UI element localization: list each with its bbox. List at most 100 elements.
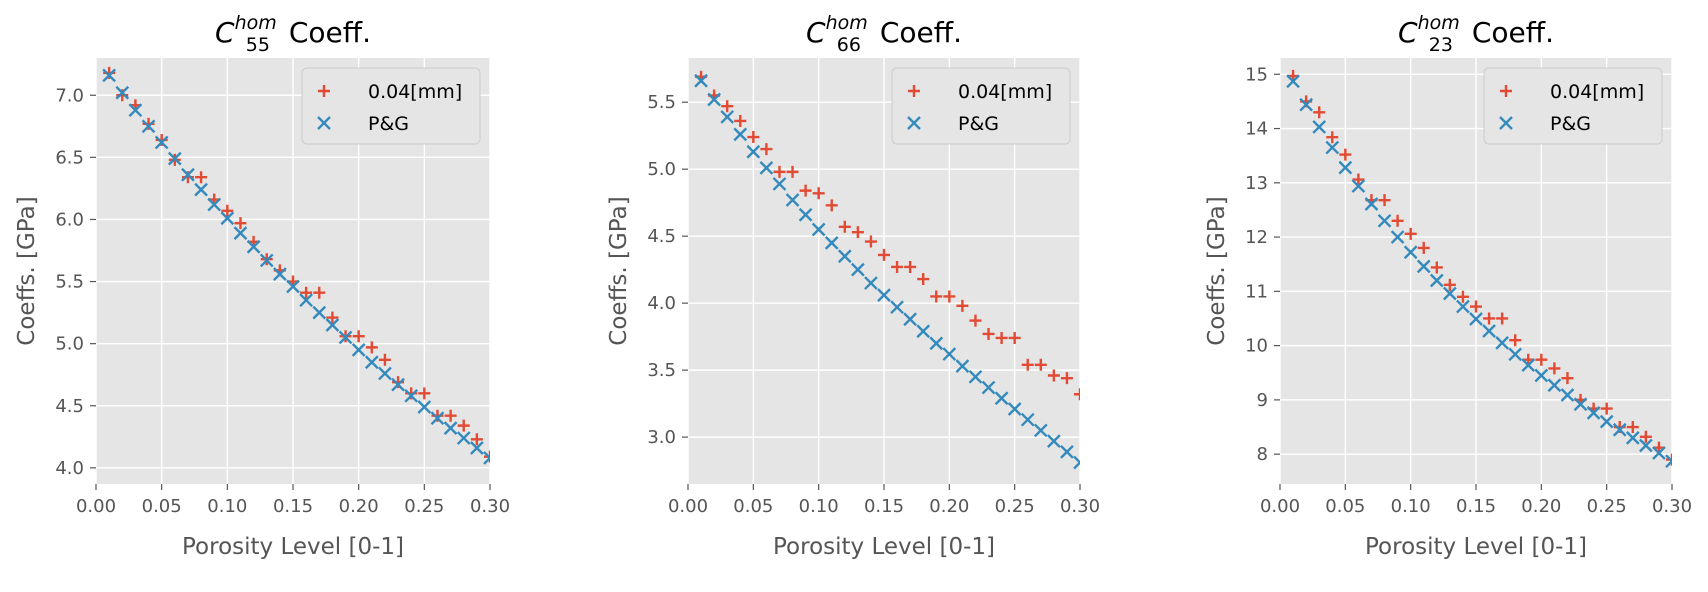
y-tick-label: 9	[1257, 390, 1268, 411]
data-point-pg	[338, 330, 353, 345]
data-point-pg	[430, 411, 445, 426]
data-point-pg	[864, 276, 878, 290]
x-tick-label: 0.30	[1652, 496, 1692, 517]
chart-panel-1: 0.00 0.05 0.10 0.15 0.20 0.25 0.30 3.0 3.5 4.0 4.5…	[606, 12, 1100, 560]
x-tick-label: 0.10	[1391, 496, 1431, 517]
data-point-pg	[1443, 286, 1457, 301]
x-axis-label: Porosity Level [0-1]	[773, 534, 995, 560]
data-point-fem	[1008, 331, 1021, 344]
data-point-pg	[1534, 368, 1549, 383]
y-tick-label: 7.0	[55, 85, 84, 106]
data-point-pg	[364, 355, 379, 370]
legend-marker-plus	[318, 85, 330, 97]
data-point-fem	[326, 311, 339, 324]
x-tick-label: 0.25	[404, 496, 444, 517]
data-point-pg	[391, 377, 405, 392]
data-point-pg	[824, 236, 839, 250]
y-tick-label: 6.5	[55, 147, 84, 168]
legend-label: P&G	[958, 113, 999, 135]
data-point-fem	[1639, 430, 1652, 443]
data-point-pg	[1547, 378, 1562, 393]
title-suffix: Coeff.	[1463, 16, 1554, 49]
data-point-pg	[1060, 445, 1074, 459]
x-tick-label: 0.00	[668, 496, 708, 517]
x-tick-label: 0.15	[864, 496, 904, 517]
data-point-fem	[1456, 290, 1469, 303]
data-point-pg	[1351, 179, 1366, 193]
data-point-pg	[1573, 397, 1588, 412]
data-point-pg	[1364, 197, 1379, 211]
data-point-pg	[1007, 402, 1022, 416]
data-point-fem	[799, 184, 812, 197]
data-point-fem	[721, 100, 734, 113]
x-tick-label: 0.25	[1587, 496, 1627, 517]
data-point-fem	[1430, 261, 1443, 274]
data-point-pg	[154, 135, 169, 150]
data-point-fem	[969, 314, 982, 327]
y-tick-label: 3.5	[647, 360, 676, 381]
data-point-pg	[273, 267, 287, 281]
data-point-fem	[1313, 106, 1326, 119]
data-point-fem	[1404, 227, 1417, 240]
legend-box	[1483, 67, 1663, 145]
legend-label: 0.04[mm]	[958, 81, 1052, 103]
x-tick-label: 0.20	[929, 496, 969, 517]
title-superscript: hom	[1418, 12, 1460, 34]
data-point-fem	[313, 286, 326, 299]
chart-title: Chom 66 Coeff.	[806, 12, 962, 56]
data-point-pg	[1073, 455, 1080, 470]
data-point-fem	[1535, 353, 1548, 366]
y-tick-label: 3.0	[647, 427, 676, 448]
data-point-pg	[128, 103, 143, 118]
legend-marker-x	[907, 116, 921, 130]
data-point-pg	[1508, 347, 1523, 362]
data-point-fem	[1352, 173, 1365, 186]
title-subscript: 55	[246, 34, 270, 56]
data-point-fem	[1391, 214, 1404, 227]
y-axis-label: Coeffs. [GPa]	[14, 196, 40, 345]
y-tick-label: 5.5	[55, 272, 84, 293]
data-point-pg	[1495, 336, 1509, 350]
legend-marker-plus	[1500, 85, 1512, 97]
x-tick-label: 0.00	[76, 496, 116, 517]
data-point-pg	[483, 451, 490, 465]
data-point-fem	[444, 409, 457, 422]
x-tick-label: 0.20	[1521, 496, 1561, 517]
data-point-fem	[930, 290, 943, 303]
data-point-pg	[759, 161, 774, 175]
data-point-fem	[1509, 334, 1522, 347]
data-point-pg	[1033, 423, 1048, 438]
legend: 0.04[mm] P&G	[891, 67, 1071, 145]
title-subscript: 23	[1429, 34, 1453, 56]
data-point-fem	[982, 327, 995, 340]
x-tick-label: 0.20	[339, 496, 379, 517]
data-point-fem	[484, 450, 490, 463]
legend-box	[891, 67, 1071, 145]
data-point-pg	[404, 388, 419, 403]
data-point-pg	[246, 239, 261, 254]
data-point-fem	[734, 114, 747, 127]
markers	[1286, 69, 1672, 469]
data-point-fem	[838, 220, 851, 233]
data-point-pg	[1560, 388, 1575, 402]
x-tick-label: 0.05	[142, 496, 182, 517]
data-point-fem	[1483, 312, 1496, 325]
data-point-pg	[1456, 299, 1470, 314]
data-point-pg	[1469, 312, 1483, 326]
data-point-fem	[1417, 241, 1430, 254]
data-point-pg	[102, 68, 116, 83]
data-point-pg	[1299, 97, 1313, 112]
data-point-pg	[1599, 414, 1614, 429]
y-tick-label: 5.0	[647, 159, 676, 180]
title-subscript: 66	[837, 34, 861, 56]
data-point-fem	[747, 131, 760, 144]
chart-panel-0: 0.00 0.05 0.10 0.15 0.20 0.25 0.30 4.0 4.5 5.0 5.5…	[14, 12, 510, 560]
data-point-fem	[1443, 278, 1456, 291]
y-tick-label: 6.0	[55, 209, 84, 230]
y-tick-label: 4.0	[55, 458, 84, 479]
legend-label: 0.04[mm]	[1550, 81, 1644, 103]
data-point-fem	[365, 341, 378, 354]
x-tick-label: 0.10	[799, 496, 839, 517]
data-point-pg	[1586, 406, 1601, 420]
